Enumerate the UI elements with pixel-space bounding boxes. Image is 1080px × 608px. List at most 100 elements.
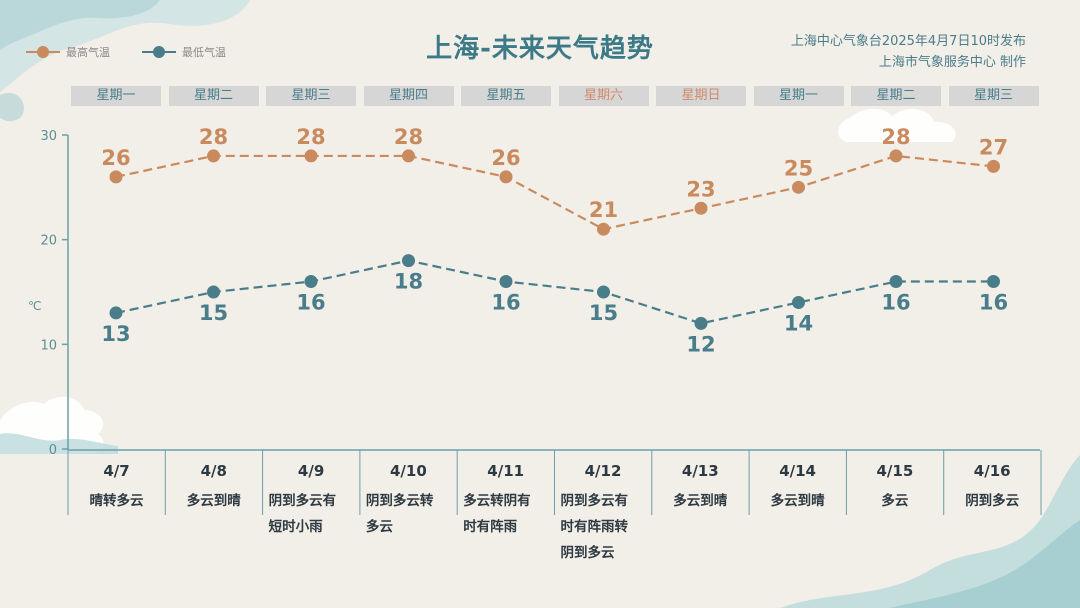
y-tick-label: 10 <box>40 338 57 353</box>
y-tick-label: 20 <box>40 234 57 249</box>
legend-swatch-low <box>142 45 176 59</box>
weather-description-line: 短时小雨 <box>268 519 323 535</box>
weather-description: 多云到晴 <box>165 488 262 514</box>
data-label-low: 16 <box>881 291 910 315</box>
data-point-high <box>597 222 610 236</box>
data-label-high: 28 <box>296 125 325 149</box>
data-label-high: 23 <box>686 177 715 201</box>
weather-description-line: 多云到晴 <box>673 493 728 509</box>
date-label: 4/11 <box>487 462 525 480</box>
weather-description-line: 时有阵雨 <box>463 519 518 535</box>
legend-item-high: 最高气温 <box>26 44 110 60</box>
data-label-low: 18 <box>394 270 423 294</box>
data-label-low: 12 <box>686 332 715 356</box>
weather-description: 多云到晴 <box>652 488 749 514</box>
weather-description: 阴到多云有 时有阵雨转 阴到多云 <box>555 488 652 566</box>
data-point-low <box>889 275 903 289</box>
data-label-low: 16 <box>296 291 325 315</box>
data-label-low: 13 <box>101 322 130 346</box>
issuer-line-1: 上海中心气象台2025年4月7日10时发布 <box>790 34 1026 49</box>
date-label: 4/9 <box>297 462 325 480</box>
weather-description: 晴转多云 <box>68 488 165 514</box>
data-label-high: 27 <box>979 135 1008 159</box>
series-line-high <box>115 154 994 231</box>
date-label: 4/14 <box>779 462 816 480</box>
weekday-label: 星期二 <box>168 86 259 106</box>
weather-description-line: 多云转阴有 <box>463 493 531 509</box>
weather-description-line: 阴到多云转 <box>365 493 434 509</box>
data-label-high: 28 <box>881 125 910 149</box>
weather-description: 阴到多云转 多云 <box>360 488 457 540</box>
date-label: 4/8 <box>200 462 227 480</box>
weekday-label: 星期三 <box>948 86 1039 106</box>
weather-description-line: 阴到多云 <box>560 545 615 561</box>
data-point-high <box>499 170 513 184</box>
date-label: 4/15 <box>876 462 914 480</box>
weather-description-line: 多云 <box>881 493 909 509</box>
weather-description-line: 多云到晴 <box>770 493 825 509</box>
data-point-high <box>889 149 903 163</box>
data-point-high <box>792 180 805 194</box>
page-title: 上海-未来天气趋势 <box>426 34 654 64</box>
data-point-low <box>597 285 610 299</box>
data-point-low <box>694 316 708 330</box>
weekday-label: 星期四 <box>363 86 454 106</box>
data-point-low <box>109 306 123 320</box>
date-label: 4/12 <box>584 462 622 480</box>
data-point-low <box>987 275 1000 289</box>
data-label-low: 15 <box>199 301 228 325</box>
data-label-high: 28 <box>394 125 423 149</box>
data-point-high <box>207 149 220 163</box>
data-label-low: 14 <box>784 311 813 335</box>
data-label-high: 26 <box>491 146 520 170</box>
weekday-label: 星期一 <box>71 86 161 106</box>
weather-description-line: 多云 <box>365 519 393 535</box>
issuer-info: 上海中心气象台2025年4月7日10时发布 上海市气象服务中心 制作 <box>791 31 1026 73</box>
y-tick-label: 30 <box>40 129 57 144</box>
weather-description-line: 晴转多云 <box>89 493 144 509</box>
data-point-low <box>207 285 220 299</box>
data-label-high: 21 <box>589 198 618 222</box>
data-point-high <box>987 159 1000 173</box>
weather-description-line: 时有阵雨转 <box>560 519 629 535</box>
y-tick-label: 0 <box>49 443 57 458</box>
date-label: 4/7 <box>103 462 130 480</box>
weather-description: 多云 <box>846 488 943 514</box>
date-label: 4/16 <box>973 462 1011 480</box>
legend-label-low: 最低气温 <box>182 46 226 59</box>
data-point-high <box>304 149 318 163</box>
issuer-line-2: 上海市气象服务中心 制作 <box>878 55 1026 70</box>
date-label: 4/10 <box>389 462 427 480</box>
data-point-low <box>402 254 415 268</box>
weather-description: 阴到多云有 短时小雨 <box>263 488 360 540</box>
weather-description: 多云到晴 <box>749 488 846 514</box>
legend-swatch-high <box>26 45 60 59</box>
series-line-low <box>115 259 994 325</box>
y-unit-label: ℃ <box>28 299 41 313</box>
weekday-label: 星期六 <box>558 86 649 106</box>
data-label-high: 26 <box>101 146 130 170</box>
data-label-high: 28 <box>199 125 228 149</box>
legend-item-low: 最低气温 <box>142 44 226 60</box>
data-point-low <box>304 275 318 289</box>
weather-description: 多云转阴有 时有阵雨 <box>457 488 554 540</box>
data-label-low: 15 <box>589 301 618 325</box>
weather-description-line: 阴到多云 <box>965 493 1020 509</box>
weekday-label: 星期二 <box>851 86 941 106</box>
data-label-high: 25 <box>784 156 813 180</box>
weekday-label: 星期三 <box>266 86 356 106</box>
weekday-label: 星期日 <box>656 86 746 106</box>
data-label-low: 16 <box>979 291 1008 315</box>
weather-description-line: 多云到晴 <box>186 493 241 509</box>
data-point-high <box>694 201 708 215</box>
legend-label-high: 最高气温 <box>66 46 110 59</box>
data-point-low <box>792 295 805 309</box>
data-label-low: 16 <box>491 291 520 315</box>
data-point-high <box>402 149 415 163</box>
data-point-high <box>109 170 123 184</box>
weather-description: 阴到多云 <box>944 488 1041 514</box>
data-point-low <box>499 275 513 289</box>
weekday-label: 星期一 <box>753 86 844 106</box>
